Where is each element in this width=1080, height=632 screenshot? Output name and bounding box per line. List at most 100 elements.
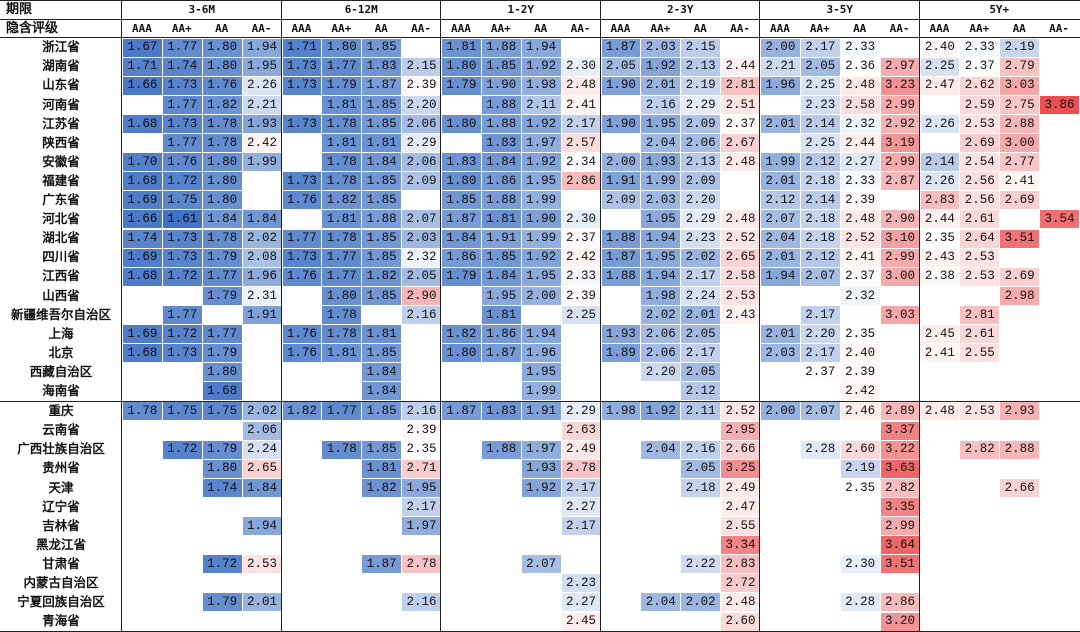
value-cell: 2.41 <box>1000 172 1040 191</box>
value-cell: 2.69 <box>960 134 1000 153</box>
value-cell: 1.81 <box>362 134 402 153</box>
value-cell <box>1000 555 1039 573</box>
value-cell <box>921 498 960 516</box>
value-cell: 1.92 <box>521 57 561 76</box>
value-cell <box>163 517 202 535</box>
rating-col-header: AAA <box>929 22 950 35</box>
value-cell <box>921 613 960 631</box>
value-cell: 2.35 <box>402 440 441 459</box>
value-cell: 3.63 <box>880 459 920 478</box>
value-cell: 1.70 <box>123 153 162 172</box>
value-cell: 1.88 <box>481 191 521 210</box>
value-cell <box>283 536 322 554</box>
value-cell <box>123 134 162 152</box>
value-cell <box>881 39 920 57</box>
value-cell: 2.15 <box>402 57 441 76</box>
value-cell: 2.25 <box>800 76 840 95</box>
value-cell: 1.78 <box>202 114 242 133</box>
value-cell: 2.27 <box>840 153 880 172</box>
value-cell <box>442 498 481 516</box>
value-cell <box>163 363 202 381</box>
value-cell <box>761 613 800 631</box>
value-cell <box>801 517 840 535</box>
value-cell <box>283 574 322 592</box>
value-cell <box>283 613 322 631</box>
value-cell: 2.07 <box>402 210 441 229</box>
value-cell <box>243 344 282 362</box>
value-cell <box>163 422 202 440</box>
value-cell: 2.12 <box>800 248 840 267</box>
value-cell: 1.74 <box>162 57 202 76</box>
value-cell <box>1040 363 1079 381</box>
province-column-border <box>121 0 122 632</box>
value-cell <box>283 306 322 324</box>
period-group-border <box>599 0 601 632</box>
value-cell: 2.21 <box>761 57 800 76</box>
value-cell: 2.19 <box>681 76 721 95</box>
value-cell: 2.03 <box>641 191 681 210</box>
value-cell: 1.68 <box>123 172 162 191</box>
value-cell: 1.91 <box>521 402 561 421</box>
value-cell: 1.87 <box>442 210 481 229</box>
value-cell: 2.52 <box>840 229 880 248</box>
value-cell <box>362 517 401 535</box>
value-cell: 2.06 <box>402 153 441 172</box>
value-cell <box>562 344 601 362</box>
value-cell <box>243 382 282 400</box>
value-cell: 2.78 <box>402 555 441 574</box>
value-cell <box>721 325 760 343</box>
value-cell: 1.80 <box>202 363 242 382</box>
value-cell: 2.99 <box>880 517 920 536</box>
value-cell: 2.42 <box>840 382 880 401</box>
value-cell <box>283 153 322 171</box>
period-group-5: 5Y+ <box>989 3 1010 16</box>
value-cell <box>841 498 880 516</box>
value-cell <box>322 460 361 478</box>
value-cell: 1.91 <box>481 229 521 248</box>
value-cell: 1.87 <box>362 76 402 95</box>
value-cell <box>641 479 680 497</box>
value-cell: 2.40 <box>840 344 880 363</box>
value-cell: 1.95 <box>521 267 561 286</box>
value-cell <box>362 593 401 611</box>
value-cell: 2.28 <box>840 593 880 612</box>
value-cell <box>1040 287 1079 305</box>
value-cell: 2.23 <box>561 574 601 593</box>
value-cell: 1.84 <box>362 363 402 382</box>
value-cell: 1.73 <box>282 57 322 76</box>
value-cell: 1.95 <box>641 248 681 267</box>
value-cell: 2.39 <box>840 363 880 382</box>
value-cell: 2.63 <box>561 421 601 440</box>
province-name: 广西壮族自治区 <box>17 441 105 457</box>
value-cell <box>641 460 680 478</box>
value-cell <box>362 306 401 324</box>
value-cell: 2.17 <box>681 344 721 363</box>
value-cell: 2.20 <box>641 363 681 382</box>
value-cell: 1.78 <box>123 402 162 421</box>
value-cell: 2.02 <box>641 305 681 324</box>
value-cell: 2.22 <box>681 555 721 574</box>
value-cell <box>322 613 361 631</box>
value-cell: 2.43 <box>920 248 960 267</box>
value-cell <box>283 363 322 381</box>
value-cell: 2.00 <box>521 286 561 305</box>
value-cell: 2.30 <box>561 57 601 76</box>
value-cell: 2.33 <box>840 172 880 191</box>
value-cell: 1.91 <box>601 172 641 191</box>
value-cell: 2.16 <box>402 305 441 324</box>
value-cell: 2.42 <box>561 248 601 267</box>
value-cell <box>562 363 601 381</box>
value-cell <box>322 593 361 611</box>
value-cell: 1.77 <box>282 229 322 248</box>
value-cell <box>881 191 920 209</box>
value-cell: 1.95 <box>481 286 521 305</box>
value-cell: 2.17 <box>800 344 840 363</box>
value-cell: 1.73 <box>162 248 202 267</box>
value-cell <box>921 574 960 592</box>
value-cell <box>721 382 760 400</box>
value-cell <box>562 555 601 573</box>
value-cell <box>801 422 840 440</box>
rating-col-header: AA- <box>1049 22 1069 35</box>
value-cell: 1.77 <box>322 248 362 267</box>
value-cell: 2.18 <box>800 172 840 191</box>
